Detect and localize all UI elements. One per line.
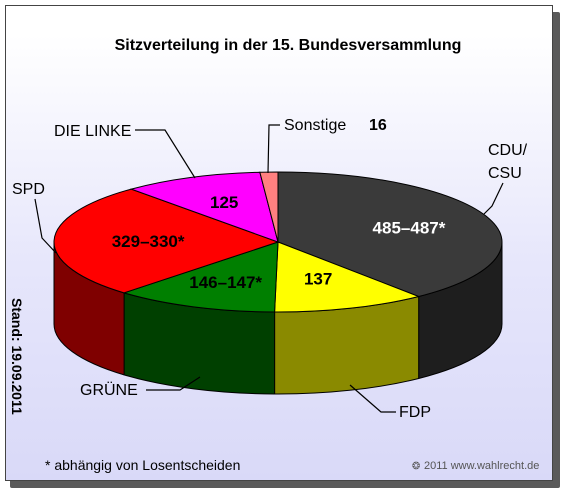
pie-sides [53, 241, 503, 395]
leader-line-fdp [349, 384, 396, 413]
category-label-grüne: GRÜNE [80, 381, 138, 399]
credit: 2011 www.wahlrecht.de [424, 460, 539, 472]
leader-line-cdu--csu [483, 182, 504, 215]
pie-slice-grüne [122, 241, 279, 313]
pie-slice-sonstige [259, 171, 279, 243]
value-label-grüne: 146–147* [189, 273, 262, 292]
value-label-sonstige: 16 [369, 117, 387, 134]
category-label-fdp: FDP [399, 404, 431, 421]
value-label-fdp: 137 [304, 269, 332, 288]
pie-slice-die-linke [129, 171, 279, 243]
leader-line-grüne [146, 376, 201, 391]
value-label-die-linke: 125 [210, 193, 238, 212]
category-label-spd: SPD [12, 181, 45, 198]
value-label-cdu--csu: 485–487* [373, 219, 446, 238]
stand-date: Stand: 19.09.2011 [9, 298, 25, 415]
leader-line-sonstige [267, 124, 280, 174]
copyright-icon: ❂ [412, 461, 420, 472]
leader-line-die-linke [135, 129, 196, 179]
pie-slice-cdu--csu [277, 171, 503, 297]
value-label-spd: 329–330* [112, 232, 185, 251]
category-label-die-linke: DIE LINKE [54, 123, 131, 140]
pie-tops [53, 171, 503, 313]
chart-title: Sitzverteilung in der 15. Bundesversamml… [115, 37, 462, 54]
pie-slice-spd [53, 188, 280, 294]
footnote: * abhängig von Losentscheiden [45, 457, 240, 473]
leader-line-spd [34, 198, 57, 254]
pie-slice-fdp [274, 241, 421, 313]
category-label-sonstige: Sonstige [284, 117, 346, 134]
leader-lines [34, 124, 504, 413]
category-label-cdu--csu: CDU/CSU [488, 142, 528, 182]
pie-labels: 485–487* 137 146–147* 329–330* 125 CDU/CSU FDP… [12, 117, 528, 421]
